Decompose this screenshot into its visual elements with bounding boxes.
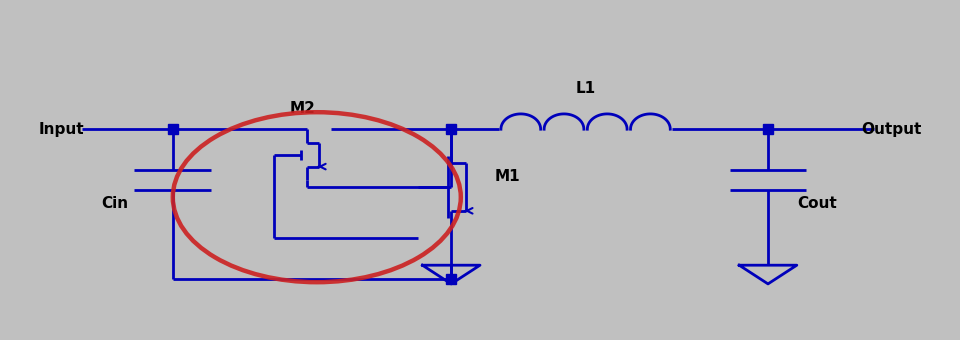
Text: M2: M2: [290, 101, 315, 116]
Text: Cin: Cin: [101, 197, 128, 211]
Text: Cout: Cout: [797, 197, 836, 211]
Text: Output: Output: [861, 122, 922, 137]
Text: Input: Input: [38, 122, 84, 137]
Text: M1: M1: [494, 169, 520, 184]
Text: L1: L1: [576, 81, 595, 96]
